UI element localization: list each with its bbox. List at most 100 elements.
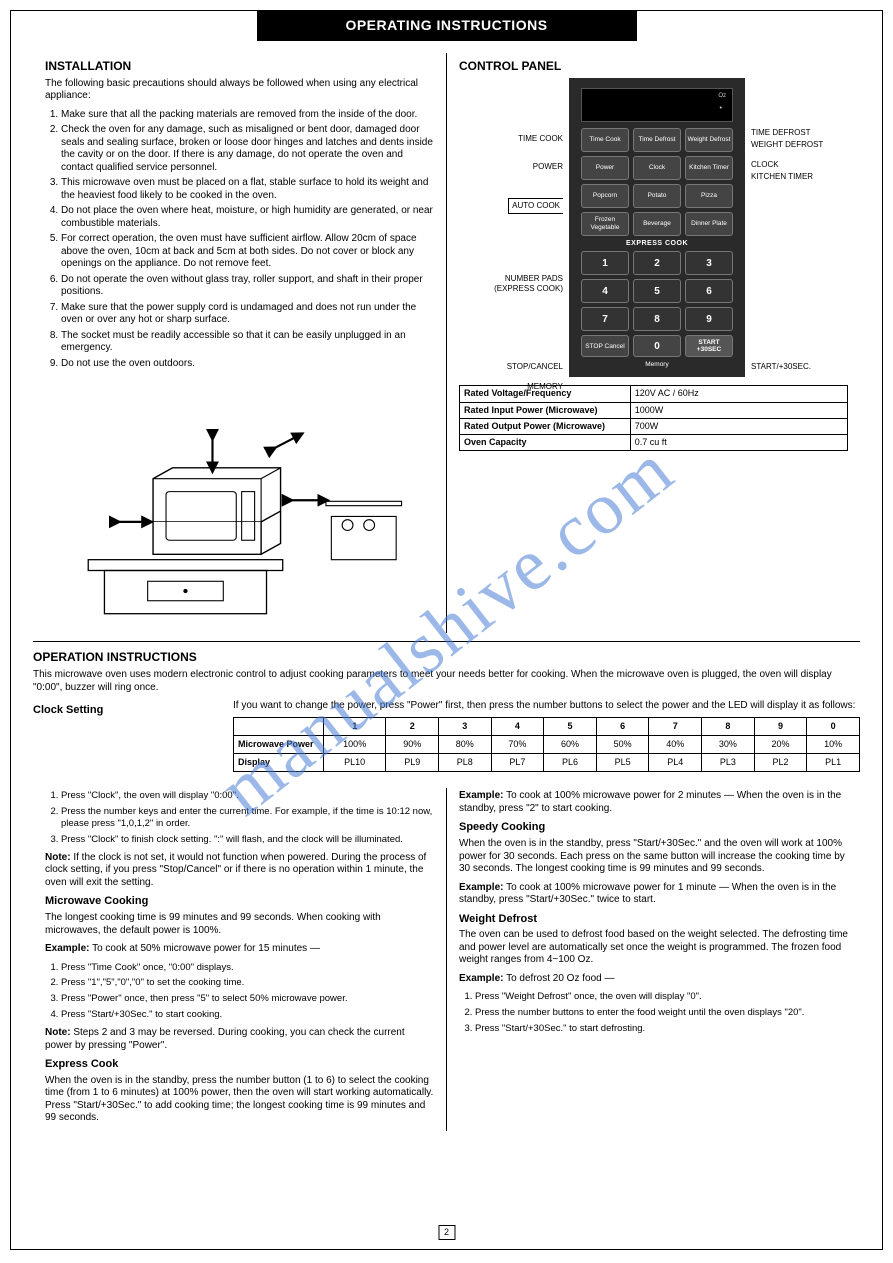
btn-kitchen-timer[interactable]: Kitchen Timer [685,156,733,180]
install-step: Make sure that all the packing materials… [61,109,434,122]
btn-1[interactable]: 1 [581,251,629,275]
num-row: 1 2 3 [577,251,737,275]
btn-clock[interactable]: Clock [633,156,681,180]
install-step: Do not use the oven outdoors. [61,358,434,371]
install-steps: Make sure that all the packing materials… [61,109,434,371]
ex-step: Press "Start/+30Sec." to start cooking. [61,1009,434,1021]
clearance-diagram [45,376,434,629]
ex-step: Press "1","5","0","0" to set the cooking… [61,977,434,989]
speedy-ex: Example: To cook at 100% microwave power… [459,882,848,907]
num-row: 4 5 6 [577,279,737,303]
ex-note-text: Steps 2 and 3 may be reversed. During co… [45,1027,405,1051]
button-row: Time Cook Time Defrost Weight Defrost [577,128,737,152]
note-label: Note: [45,1027,71,1038]
exp-ex: Example: To cook at 100% microwave power… [459,790,848,815]
button-row: Power Clock Kitchen Timer [577,156,737,180]
install-heading: INSTALLATION [45,59,434,74]
power-row: Display PL10 PL9 PL8 PL7 PL6 PL5 PL4 PL3… [234,754,860,772]
express-heading: Express Cook [45,1058,434,1072]
install-step: Check the oven for any damage, such as m… [61,124,434,174]
wdef-steps: Press "Weight Defrost" once, the oven wi… [475,991,848,1035]
power-table: 1 2 3 4 5 6 7 8 9 0 Microwave Power 100% [233,717,860,773]
num-row: 7 8 9 [577,307,737,331]
wdef-ex-text: To defrost 20 Oz food — [506,973,614,984]
wdef-step: Press "Weight Defrost" once, the oven wi… [475,991,848,1003]
btn-stop-cancel[interactable]: STOP Cancel [581,335,629,357]
btn-8[interactable]: 8 [633,307,681,331]
btn-3[interactable]: 3 [685,251,733,275]
btn-pizza[interactable]: Pizza [685,184,733,208]
btn-0[interactable]: 0 [633,335,681,357]
btn-weight-defrost[interactable]: Weight Defrost [685,128,733,152]
wdef-text: The oven can be used to defrost food bas… [459,929,848,967]
btn-6[interactable]: 6 [685,279,733,303]
button-row: Frozen Vegetable Beverage Dinner Plate [577,212,737,236]
exp-ex-text: To cook at 100% microwave power for 2 mi… [459,790,841,814]
btn-time-cook[interactable]: Time Cook [581,128,629,152]
install-intro: The following basic precautions should a… [45,78,434,103]
label-clock: CLOCK [751,160,779,170]
label-timecook: TIME COOK [518,134,563,144]
ex-step: Press "Power" once, then press "5" to se… [61,993,434,1005]
btn-frozen-veg[interactable]: Frozen Vegetable [581,212,629,236]
express-cook-label: EXPRESS COOK [577,240,737,249]
btn-7[interactable]: 7 [581,307,629,331]
ex-label: Example: [45,943,89,954]
btn-4[interactable]: 4 [581,279,629,303]
page-number: 2 [438,1225,455,1240]
btn-potato[interactable]: Potato [633,184,681,208]
lower-right-col: Example: To cook at 100% microwave power… [447,788,860,1131]
page-banner: OPERATING INSTRUCTIONS [257,11,637,41]
label-timer: KITCHEN TIMER [751,172,813,182]
label-timedef: TIME DEFROST [751,128,811,138]
spec-row: Rated Output Power (Microwave)700W [460,418,848,434]
speedy-ex-label: Example: [459,882,503,893]
clock-step: Press the number keys and enter the curr… [61,806,434,830]
start-row: STOP Cancel 0 START +30SEC [577,335,737,357]
wdef-step: Press "Start/+30Sec." to start defrostin… [475,1023,848,1035]
clock-note: Note: If the clock is not set, it would … [45,852,434,890]
label-stop: STOP/CANCEL [507,362,563,372]
express-text: When the oven is in the standby, press t… [45,1075,434,1125]
btn-9[interactable]: 9 [685,307,733,331]
clock-step: Press "Clock", the oven will display "0:… [61,790,434,802]
btn-beverage[interactable]: Beverage [633,212,681,236]
btn-dinner-plate[interactable]: Dinner Plate [685,212,733,236]
speedy-ex-text: To cook at 100% microwave power for 1 mi… [459,882,836,906]
install-step: Do not place the oven where heat, moistu… [61,205,434,230]
btn-2[interactable]: 2 [633,251,681,275]
button-row: Popcorn Potato Pizza [577,184,737,208]
operation-heading: OPERATION INSTRUCTIONS [33,650,860,665]
mw-text: The longest cooking time is 99 minutes a… [45,912,434,937]
clock-steps: Press "Clock", the oven will display "0:… [61,790,434,846]
display-dot: • [720,105,722,114]
label-express: NUMBER PADS (EXPRESS COOK) [463,274,563,294]
ex-note: Note: Steps 2 and 3 may be reversed. Dur… [45,1027,434,1052]
upper-columns: INSTALLATION The following basic precaut… [33,53,860,634]
install-step: This microwave oven must be placed on a … [61,177,434,202]
operation-intro: This microwave oven uses modern electron… [33,669,860,694]
power-row: Microwave Power 100% 90% 80% 70% 60% 50%… [234,735,860,753]
lower-columns: Press "Clock", the oven will display "0:… [33,788,860,1131]
btn-time-defrost[interactable]: Time Defrost [633,128,681,152]
exp-ex-label: Example: [459,790,503,801]
control-panel-wrap: TIME COOK POWER AUTO COOK NUMBER PADS (E… [459,78,848,378]
label-start: START/+30SEC. [751,362,811,372]
microwave-clearance-svg [45,376,434,625]
btn-start[interactable]: START +30SEC [685,335,733,357]
clock-step: Press "Clock" to finish clock setting. "… [61,834,434,846]
display-oz: Oz [718,93,726,101]
btn-5[interactable]: 5 [633,279,681,303]
wdef-step: Press the number buttons to enter the fo… [475,1007,848,1019]
ex-steps: Press "Time Cook" once, "0:00" displays.… [61,962,434,1022]
control-panel: Oz • Time Cook Time Defrost Weight Defro… [569,78,745,378]
memory-label: Memory [577,361,737,369]
btn-power[interactable]: Power [581,156,629,180]
install-step: Do not operate the oven without glass tr… [61,274,434,299]
lower-left-col: Press "Clock", the oven will display "0:… [33,788,447,1131]
install-step: Make sure that the power supply cord is … [61,302,434,327]
speedy-heading: Speedy Cooking [459,821,848,835]
btn-popcorn[interactable]: Popcorn [581,184,629,208]
section-divider [33,641,860,642]
spec-table: Rated Voltage/Frequency120V AC / 60Hz Ra… [459,385,848,451]
